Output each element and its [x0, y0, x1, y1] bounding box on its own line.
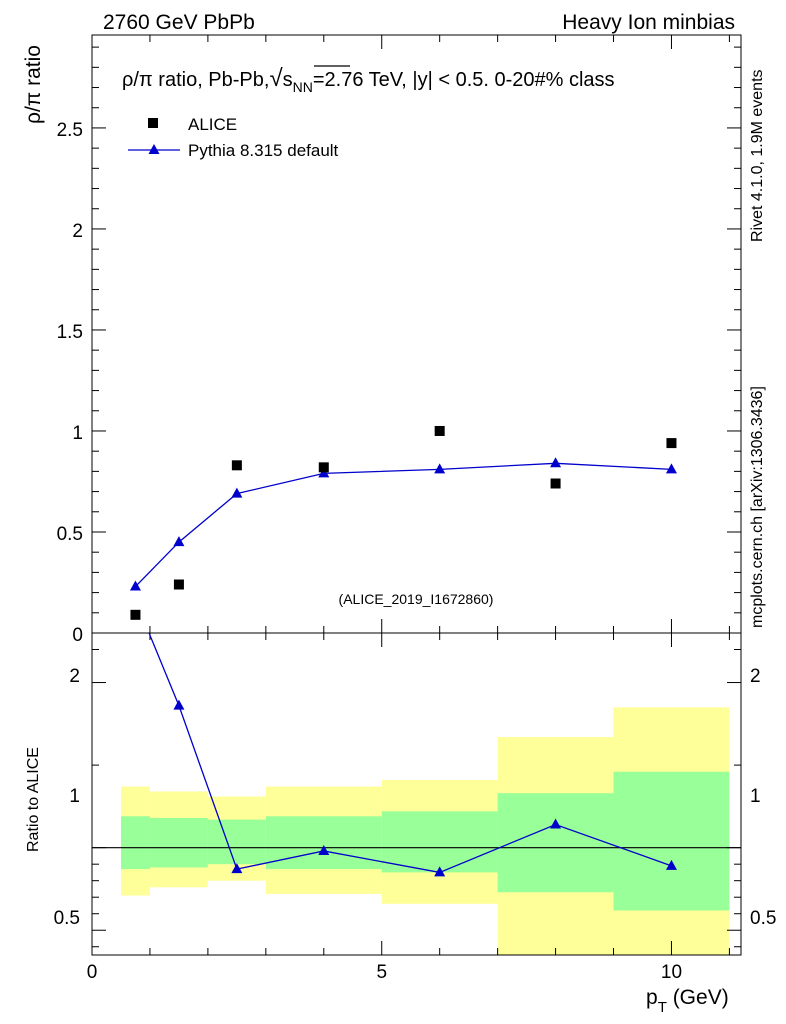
chart-title-s: s: [283, 69, 293, 91]
y-axis-title: ρ/π ratio: [22, 45, 45, 124]
x-tick-label-10: 10: [661, 962, 682, 983]
alice-marker: [550, 478, 561, 489]
pythia-line: [134, 462, 672, 587]
pythia-marker: [231, 487, 243, 498]
pythia-marker: [129, 580, 141, 591]
pythia-marker: [665, 463, 677, 474]
legend-pythia-label: Pythia 8.315 default: [188, 141, 339, 160]
y-tick-label-1-5: 1.5: [57, 322, 83, 343]
ratio-band-inner-0: [120, 816, 150, 870]
analysis-id-label: (ALICE_2019_I1672860): [339, 591, 494, 607]
axis-ticks: [91, 35, 741, 955]
y-tick-label-2: 2: [72, 221, 83, 242]
pythia-marker: [318, 467, 330, 478]
x-axis-title: pT (GeV): [646, 986, 729, 1016]
x-axis-title-p: p: [646, 986, 658, 1009]
alice-marker: [173, 579, 184, 590]
ratio-y-tick-label-right-1: 1: [750, 786, 761, 807]
alice-marker: [318, 462, 329, 473]
x-tick-label-0: 0: [87, 962, 98, 983]
ratio-y-tick-label-right-0-5: 0.5: [750, 908, 776, 929]
ratio-bands: [92, 707, 741, 955]
ratio-marker: [231, 863, 243, 874]
y-tick-label-1: 1: [72, 423, 83, 444]
ratio-band-inner-1: [149, 817, 208, 868]
ratio-band-inner-6: [613, 771, 730, 911]
ratio-y-tick-label-1: 1: [69, 786, 80, 807]
x-axis-title-unit: (GeV): [667, 986, 729, 1009]
pythia-series: [129, 457, 677, 591]
y-tick-label-0-5: 0.5: [57, 524, 83, 545]
pythia-marker: [173, 536, 185, 547]
alice-marker: [231, 460, 242, 471]
alice-marker: [666, 438, 677, 449]
pythia-marker: [434, 463, 446, 474]
rivet-version-label: Rivet 4.1.0, 1.9M events: [749, 69, 766, 242]
header-right-title: Heavy Ion minbias: [562, 11, 735, 34]
y-tick-label-0: 0: [72, 625, 83, 646]
ratio-y-tick-label-2: 2: [69, 666, 80, 687]
ratio-band-inner-4: [381, 811, 498, 873]
y-tick-label-2-5: 2.5: [57, 120, 83, 141]
header-left-title: 2760 GeV PbPb: [103, 11, 255, 34]
x-tick-label-5: 5: [376, 962, 387, 983]
ratio-marker: [665, 859, 677, 870]
ratio-plot-frame: [91, 632, 742, 956]
alice-series: [130, 425, 677, 620]
ratio-y-tick-label-0-5: 0.5: [54, 908, 80, 929]
alice-marker: [434, 425, 445, 436]
legend-alice-marker: [148, 118, 158, 128]
ratio-y-tick-label-right-2: 2: [750, 666, 761, 687]
chart-title-suffix: =2.76 TeV, |y| < 0.5. 0-20#% class: [313, 69, 615, 91]
legend-pythia-marker: [148, 144, 160, 154]
chart-title-prefix: ρ/π ratio, Pb-Pb,: [122, 69, 269, 91]
ratio-marker: [173, 699, 185, 710]
alice-marker: [130, 609, 141, 620]
sqrt-symbol: √: [269, 65, 283, 92]
ratio-band-inner-2: [207, 819, 266, 865]
ratio-marker: [318, 844, 330, 855]
legend-alice-label: ALICE: [188, 115, 237, 134]
ratio-marker: [434, 866, 446, 877]
mcplots-label: mcplots.cern.ch [arXiv:1306.3436]: [749, 386, 766, 628]
ratio-series: [148, 633, 677, 877]
x-axis-title-subscript: T: [658, 999, 667, 1016]
ratio-marker: [550, 818, 562, 829]
ratio-y-axis-title: Ratio to ALICE: [25, 747, 42, 852]
pythia-marker: [550, 457, 562, 468]
chart-title-nn-subscript: NN: [293, 79, 313, 95]
ratio-band-inner-3: [265, 816, 382, 870]
ratio-band-inner-5: [497, 793, 614, 893]
chart-title: ρ/π ratio, Pb-Pb,√sNN=2.76 TeV, |y| < 0.…: [122, 65, 615, 95]
